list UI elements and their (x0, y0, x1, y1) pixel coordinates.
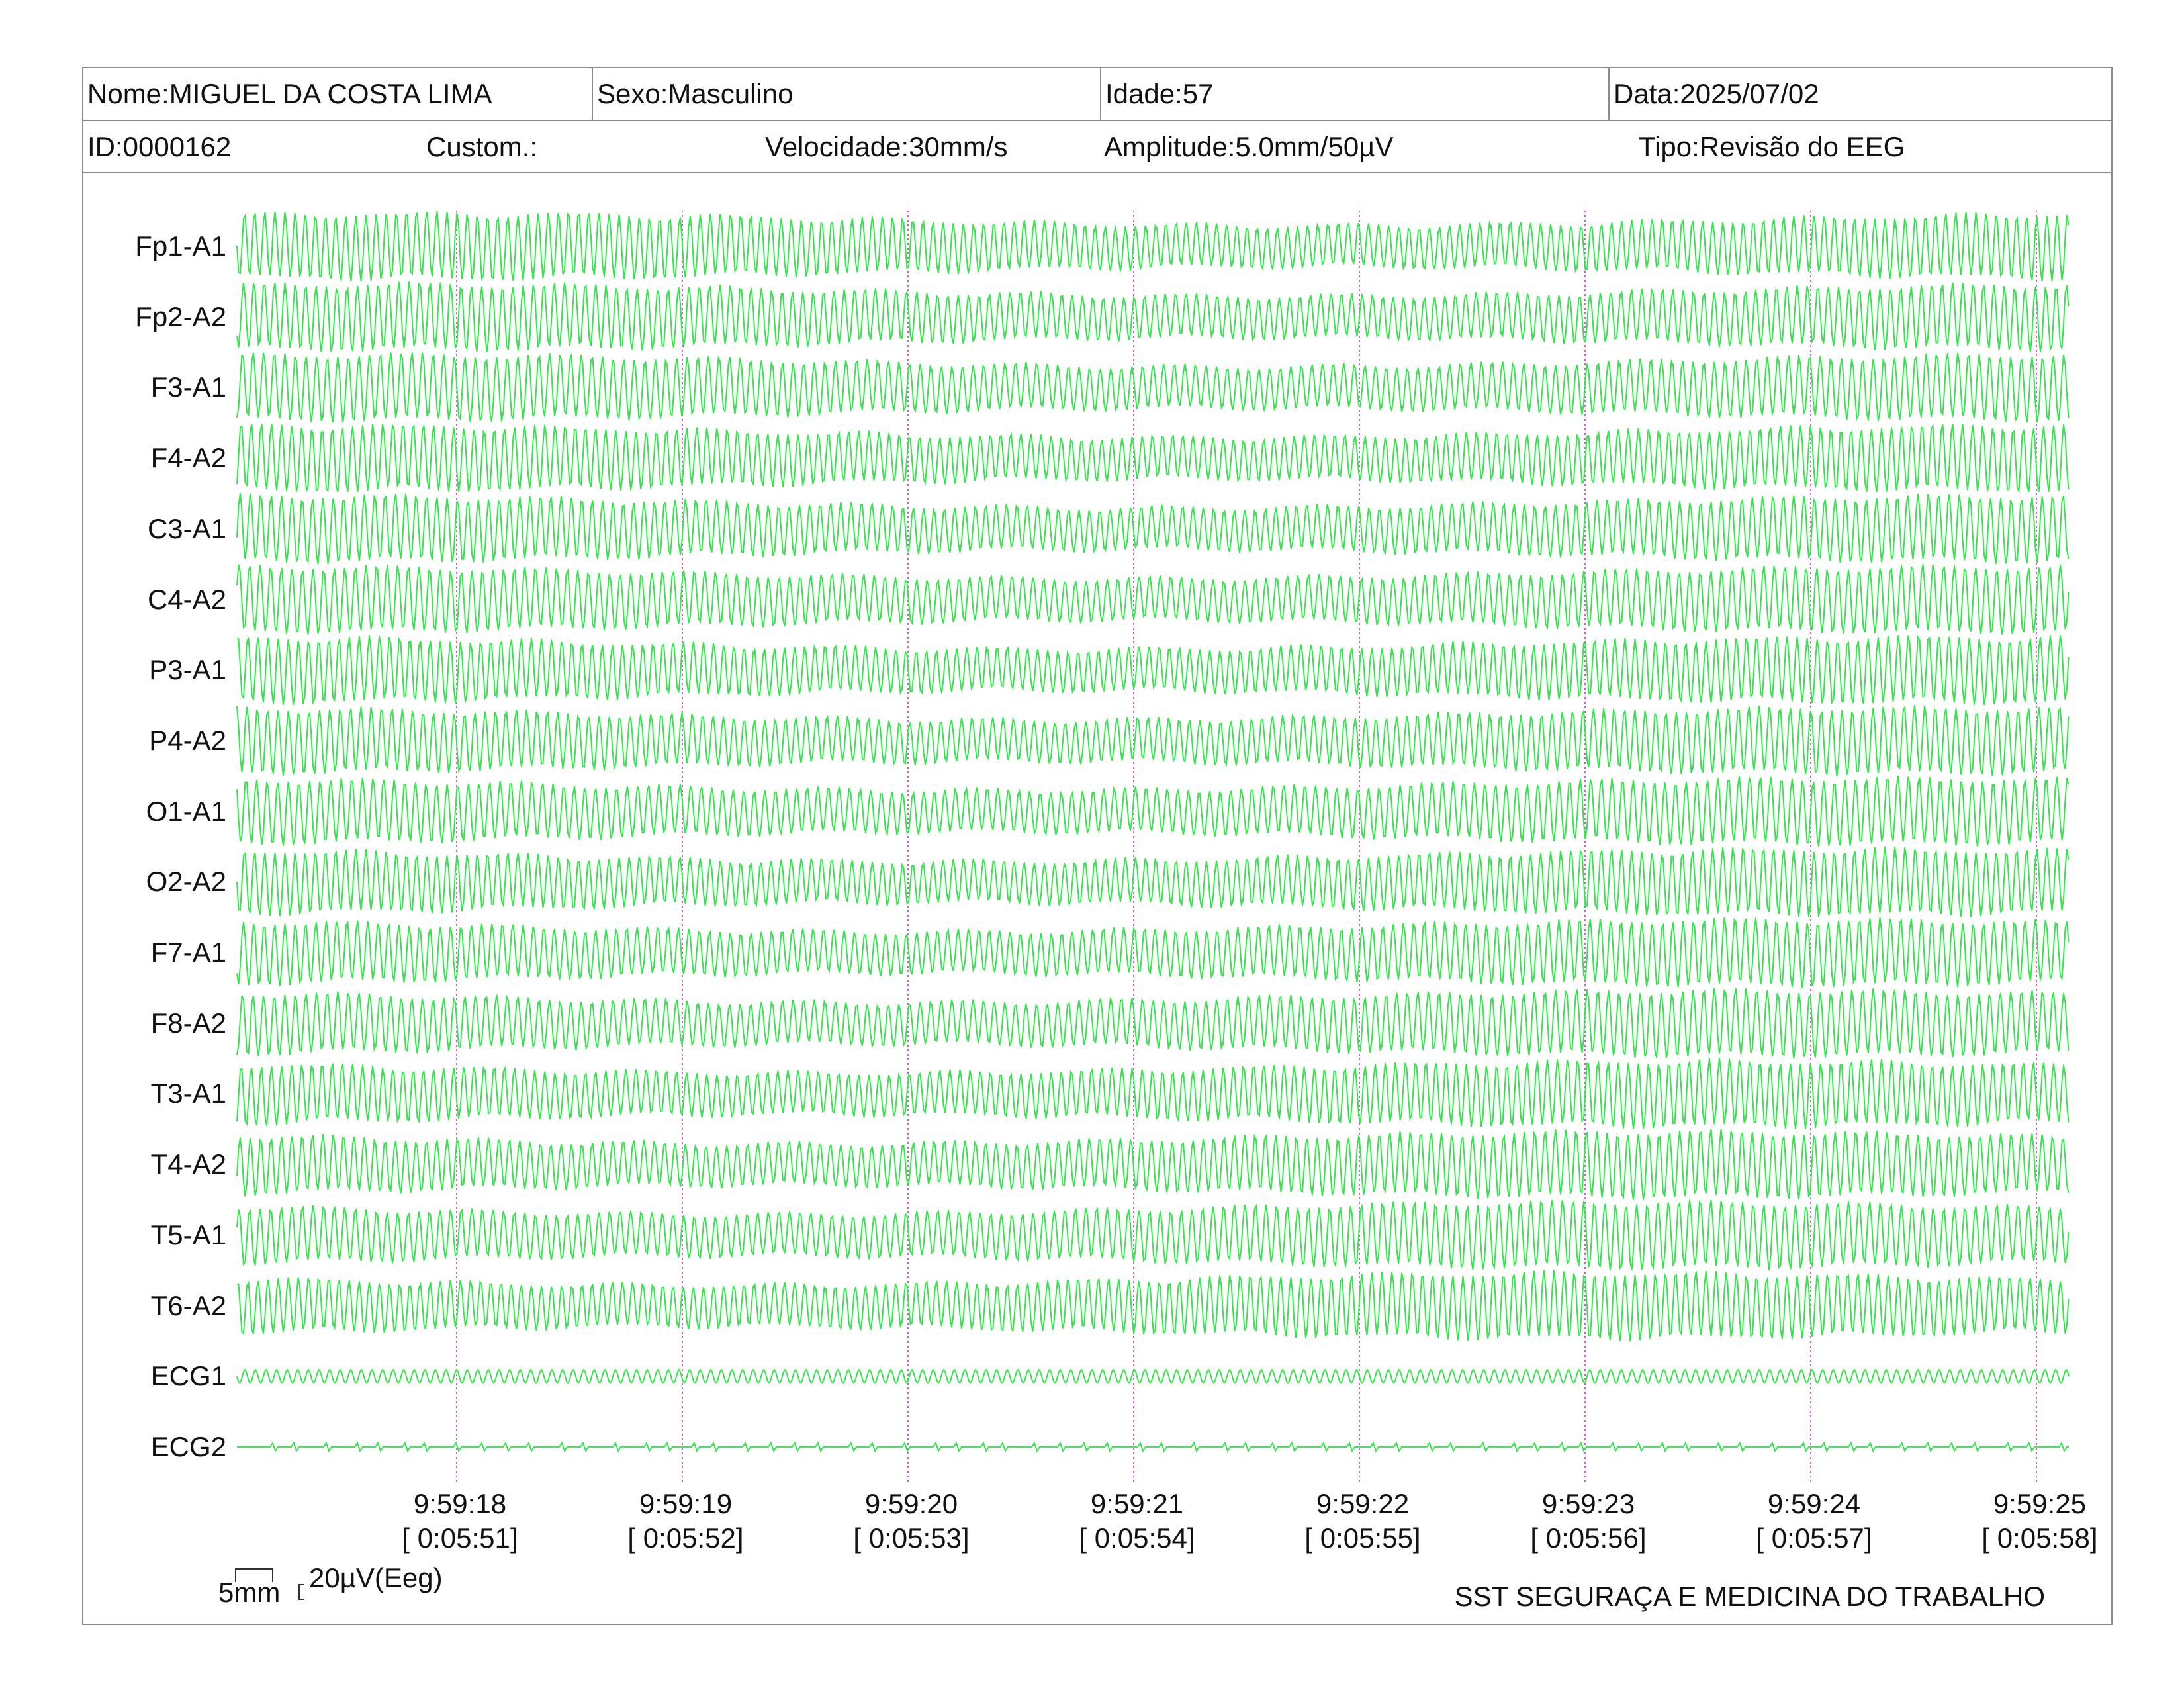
exam-date: Data:2025/07/02 (1608, 68, 2114, 120)
patient-age: Idade:57 (1100, 68, 1608, 120)
channel-label: F8-A2 (150, 1007, 226, 1039)
time-scale-label: 5mm (218, 1577, 281, 1608)
channel-label: ECG2 (150, 1430, 226, 1462)
channel-trace (236, 1270, 2070, 1342)
eeg-report-sheet: Nome:MIGUEL DA COSTA LIMA Sexo:Masculino… (82, 67, 2113, 1625)
channel-trace (236, 917, 2070, 988)
patient-sex: Sexo:Masculino (592, 68, 1100, 120)
channel-label: O2-A2 (146, 866, 226, 898)
patient-info-row: Nome:MIGUEL DA COSTA LIMA Sexo:Masculino… (83, 68, 2111, 121)
channel-label: Fp1-A1 (135, 230, 226, 261)
time-elapsed-label: [ 0:05:57] (1756, 1523, 1872, 1554)
time-elapsed-label: [ 0:05:52] (627, 1523, 744, 1554)
channel-trace (236, 352, 2070, 423)
custom-field: Custom.: (426, 131, 538, 162)
channel-trace (236, 1058, 2070, 1130)
channel-label: Fp2-A2 (135, 301, 226, 332)
recording-info-row: ID:0000162 Custom.: Velocidade:30mm/s Am… (83, 121, 2111, 173)
time-clock-label: 9:59:21 (1090, 1488, 1184, 1519)
channel-trace (236, 423, 2070, 494)
time-clock-label: 9:59:25 (1993, 1488, 2087, 1519)
channel-trace (236, 492, 2070, 565)
channel-label: P4-A2 (149, 724, 226, 756)
time-clock-label: 9:59:19 (639, 1488, 733, 1519)
time-elapsed-label: [ 0:05:56] (1530, 1523, 1647, 1554)
channel-label: C4-A2 (147, 583, 226, 615)
time-clock-label: 9:59:24 (1767, 1488, 1861, 1519)
channel-label: F4-A2 (150, 442, 226, 474)
channel-trace (236, 704, 2070, 776)
time-clock-label: 9:59:22 (1316, 1488, 1410, 1519)
patient-id: ID:0000162 (87, 131, 232, 162)
channel-label: O1-A1 (146, 795, 226, 827)
channel-trace (236, 846, 2070, 917)
channel-trace (236, 281, 2070, 352)
channel-label: F3-A1 (150, 371, 226, 403)
time-elapsed-label: [ 0:05:51] (402, 1523, 518, 1554)
time-elapsed-label: [ 0:05:55] (1304, 1523, 1421, 1554)
channel-label: T6-A2 (150, 1289, 226, 1321)
amplitude-setting: Amplitude:5.0mm/50µV (1104, 131, 1394, 162)
channel-label: T4-A2 (150, 1149, 226, 1180)
exam-type: Tipo:Revisão do EEG (1639, 131, 1905, 162)
time-markers (456, 211, 2037, 1483)
channel-trace (236, 1199, 2070, 1271)
channel-traces (236, 211, 2070, 1453)
channel-trace (236, 988, 2070, 1059)
patient-name: Nome:MIGUEL DA COSTA LIMA (87, 78, 492, 109)
time-clock-label: 9:59:23 (1541, 1488, 1635, 1519)
time-clock-label: 9:59:18 (413, 1488, 507, 1519)
channel-trace (236, 1368, 2070, 1384)
channel-trace (236, 211, 2070, 282)
channel-label: F7-A1 (150, 937, 226, 968)
time-clock-label: 9:59:20 (864, 1488, 958, 1519)
amplitude-scale-label: 20µV(Eeg) (309, 1562, 443, 1593)
scale-bar-icon (235, 1568, 304, 1600)
channel-trace (236, 775, 2070, 847)
speed-setting: Velocidade:30mm/s (765, 131, 1008, 162)
time-elapsed-label: [ 0:05:58] (1981, 1523, 2098, 1554)
channel-label: C3-A1 (147, 512, 226, 544)
channel-label: T5-A1 (150, 1219, 226, 1250)
channel-trace (236, 1129, 2070, 1200)
channel-trace (236, 564, 2070, 635)
channel-label: P3-A1 (149, 654, 226, 686)
channel-trace (237, 1441, 2069, 1453)
channel-label: ECG1 (150, 1360, 226, 1392)
time-elapsed-label: [ 0:05:53] (853, 1523, 970, 1554)
channel-label: T3-A1 (150, 1078, 226, 1109)
clinic-footer: SST SEGURAÇA E MEDICINA DO TRABALHO (1454, 1581, 2045, 1612)
channel-trace (236, 635, 2070, 705)
time-elapsed-label: [ 0:05:54] (1079, 1523, 1195, 1554)
